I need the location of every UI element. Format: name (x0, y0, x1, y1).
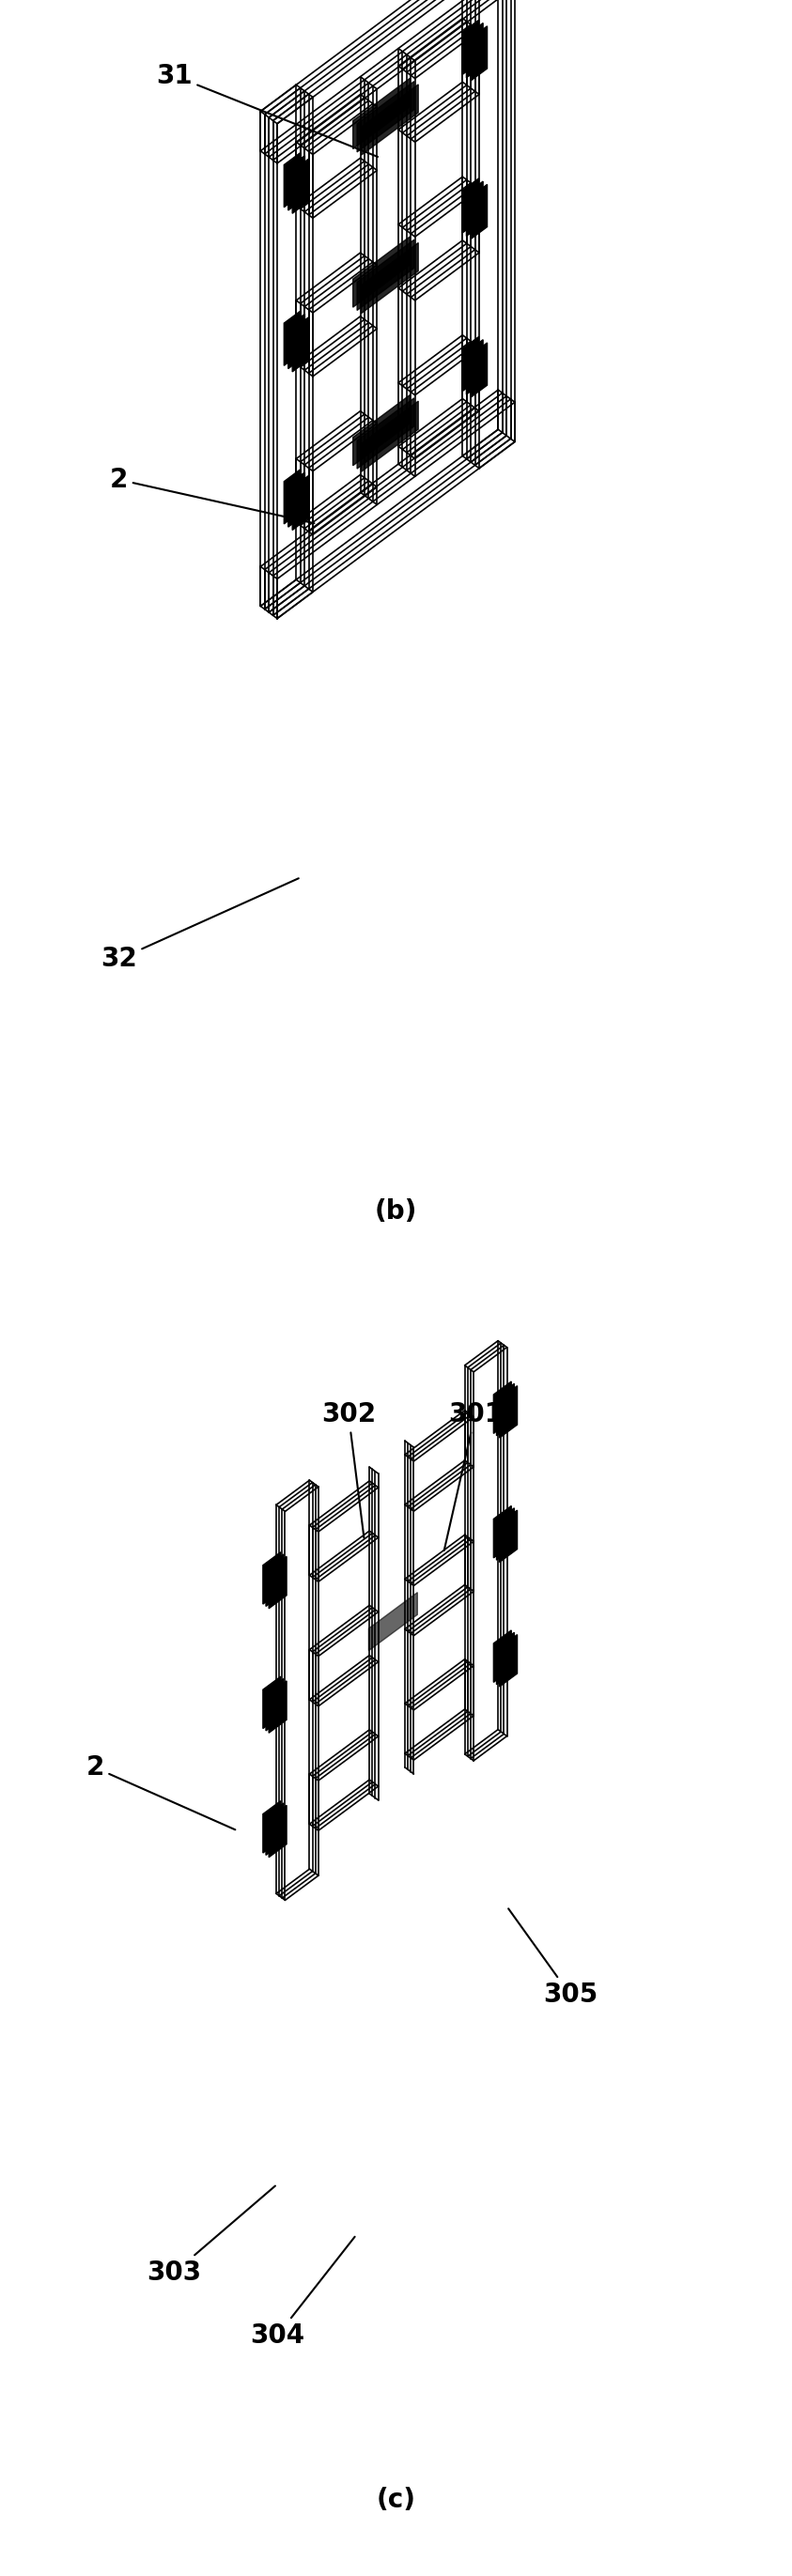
Polygon shape (292, 477, 309, 531)
Text: 31: 31 (156, 62, 378, 157)
Polygon shape (289, 162, 303, 204)
Polygon shape (268, 1682, 287, 1734)
Polygon shape (500, 1636, 517, 1687)
Text: 302: 302 (322, 1401, 375, 1538)
Polygon shape (500, 1510, 517, 1561)
Polygon shape (288, 471, 305, 528)
Polygon shape (263, 1677, 280, 1728)
Text: 303: 303 (147, 2187, 276, 2285)
Polygon shape (463, 337, 479, 392)
Polygon shape (357, 82, 414, 152)
Polygon shape (463, 21, 479, 75)
Polygon shape (497, 1383, 514, 1435)
Polygon shape (266, 1680, 284, 1731)
Text: 2: 2 (110, 466, 314, 523)
Polygon shape (470, 185, 487, 240)
Polygon shape (292, 317, 309, 371)
Polygon shape (284, 469, 301, 523)
Polygon shape (493, 1381, 512, 1432)
Text: 305: 305 (508, 1909, 598, 2009)
Polygon shape (466, 23, 483, 77)
Polygon shape (361, 242, 418, 314)
Polygon shape (466, 180, 483, 237)
Text: (c): (c) (376, 2486, 416, 2514)
Polygon shape (266, 1803, 284, 1855)
Polygon shape (470, 26, 487, 80)
Polygon shape (353, 77, 410, 149)
Text: 32: 32 (101, 878, 299, 974)
Polygon shape (470, 343, 487, 397)
Polygon shape (463, 178, 479, 232)
Text: (b): (b) (375, 1198, 417, 1226)
Polygon shape (289, 479, 303, 520)
Polygon shape (353, 394, 410, 466)
Polygon shape (353, 237, 410, 307)
Polygon shape (368, 1592, 417, 1651)
Polygon shape (289, 322, 303, 363)
Polygon shape (493, 1507, 512, 1558)
Text: 304: 304 (250, 2236, 355, 2349)
Polygon shape (497, 1633, 514, 1685)
Polygon shape (263, 1553, 280, 1605)
Polygon shape (284, 312, 301, 366)
Polygon shape (357, 399, 414, 469)
Polygon shape (357, 240, 414, 309)
Polygon shape (493, 1631, 512, 1682)
Polygon shape (361, 85, 418, 155)
Polygon shape (292, 160, 309, 214)
Text: 301: 301 (444, 1401, 502, 1551)
Text: 2: 2 (86, 1754, 235, 1829)
Polygon shape (268, 1806, 287, 1857)
Polygon shape (288, 155, 305, 211)
Polygon shape (466, 340, 483, 394)
Polygon shape (500, 1386, 517, 1437)
Polygon shape (284, 152, 301, 206)
Polygon shape (263, 1801, 280, 1852)
Polygon shape (266, 1553, 284, 1607)
Polygon shape (268, 1556, 287, 1607)
Polygon shape (288, 314, 305, 368)
Polygon shape (497, 1507, 514, 1561)
Polygon shape (361, 402, 418, 471)
